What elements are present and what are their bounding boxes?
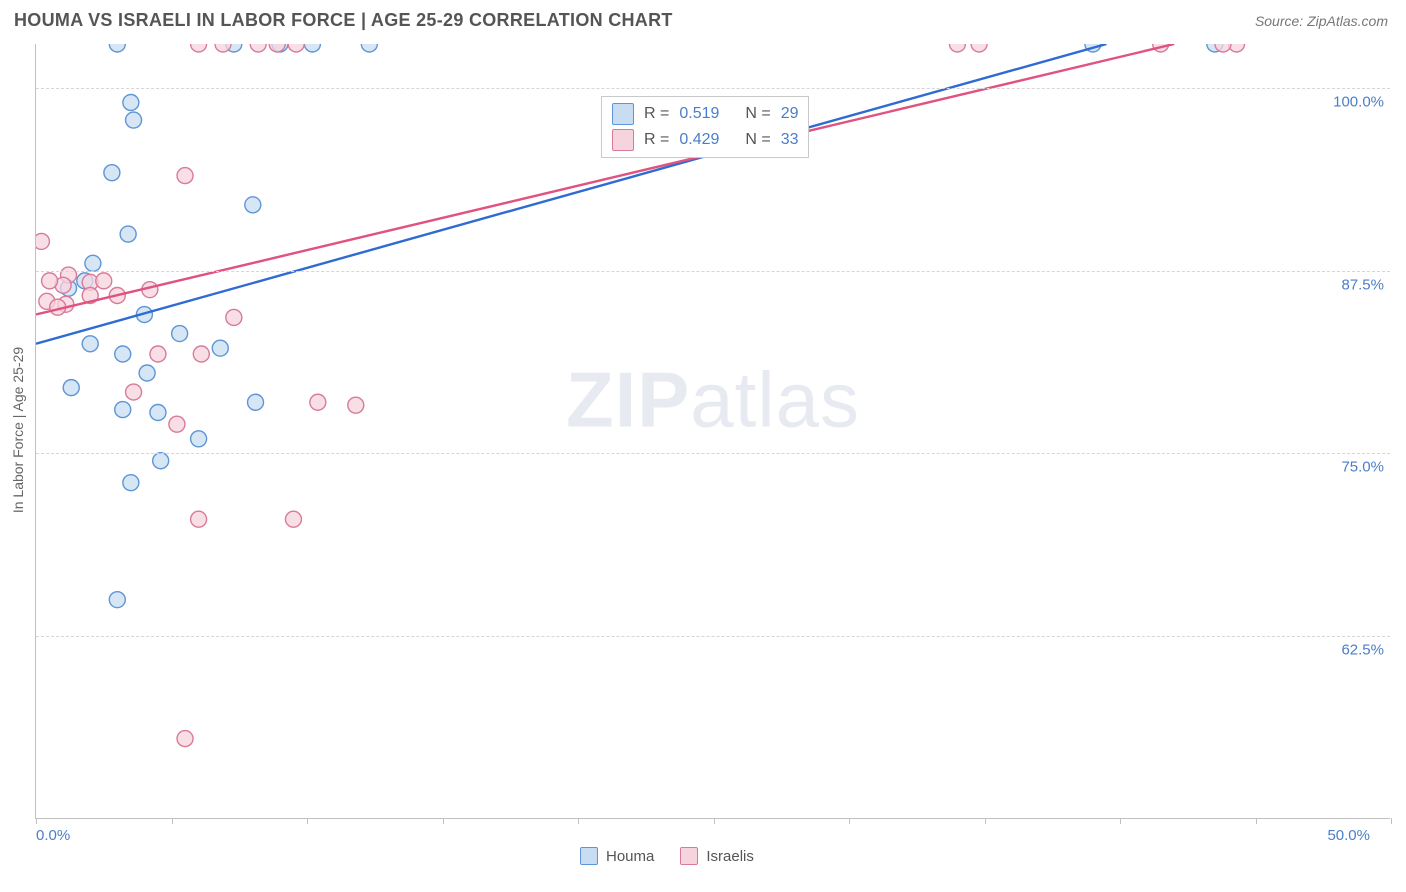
source-label: Source: ZipAtlas.com: [1255, 13, 1388, 29]
y-tick-label: 62.5%: [1341, 642, 1384, 659]
y-axis-title: In Labor Force | Age 25-29: [10, 347, 26, 513]
x-axis-end-label: 50.0%: [1327, 827, 1370, 844]
x-axis-start-label: 0.0%: [36, 827, 70, 844]
y-tick-label: 100.0%: [1333, 93, 1384, 110]
legend-swatch-israelis-bottom: [680, 847, 698, 865]
legend-series: Houma Israelis: [580, 847, 754, 865]
legend-swatch-houma-bottom: [580, 847, 598, 865]
y-tick-label: 87.5%: [1341, 276, 1384, 293]
title-bar: HOUMA VS ISRAELI IN LABOR FORCE | AGE 25…: [0, 0, 1406, 37]
plot-area: ZIPatlas R = 0.519 N = 29 R = 0.429 N = …: [35, 44, 1390, 819]
legend-swatch-israelis: [612, 129, 634, 151]
legend-swatch-houma: [612, 103, 634, 125]
scatter-chart: [36, 44, 1390, 818]
chart-title: HOUMA VS ISRAELI IN LABOR FORCE | AGE 25…: [14, 10, 673, 31]
legend-label-israelis: Israelis: [706, 848, 754, 865]
y-tick-label: 75.0%: [1341, 459, 1384, 476]
legend-label-houma: Houma: [606, 848, 654, 865]
legend-correlation: R = 0.519 N = 29 R = 0.429 N = 33: [601, 96, 809, 158]
